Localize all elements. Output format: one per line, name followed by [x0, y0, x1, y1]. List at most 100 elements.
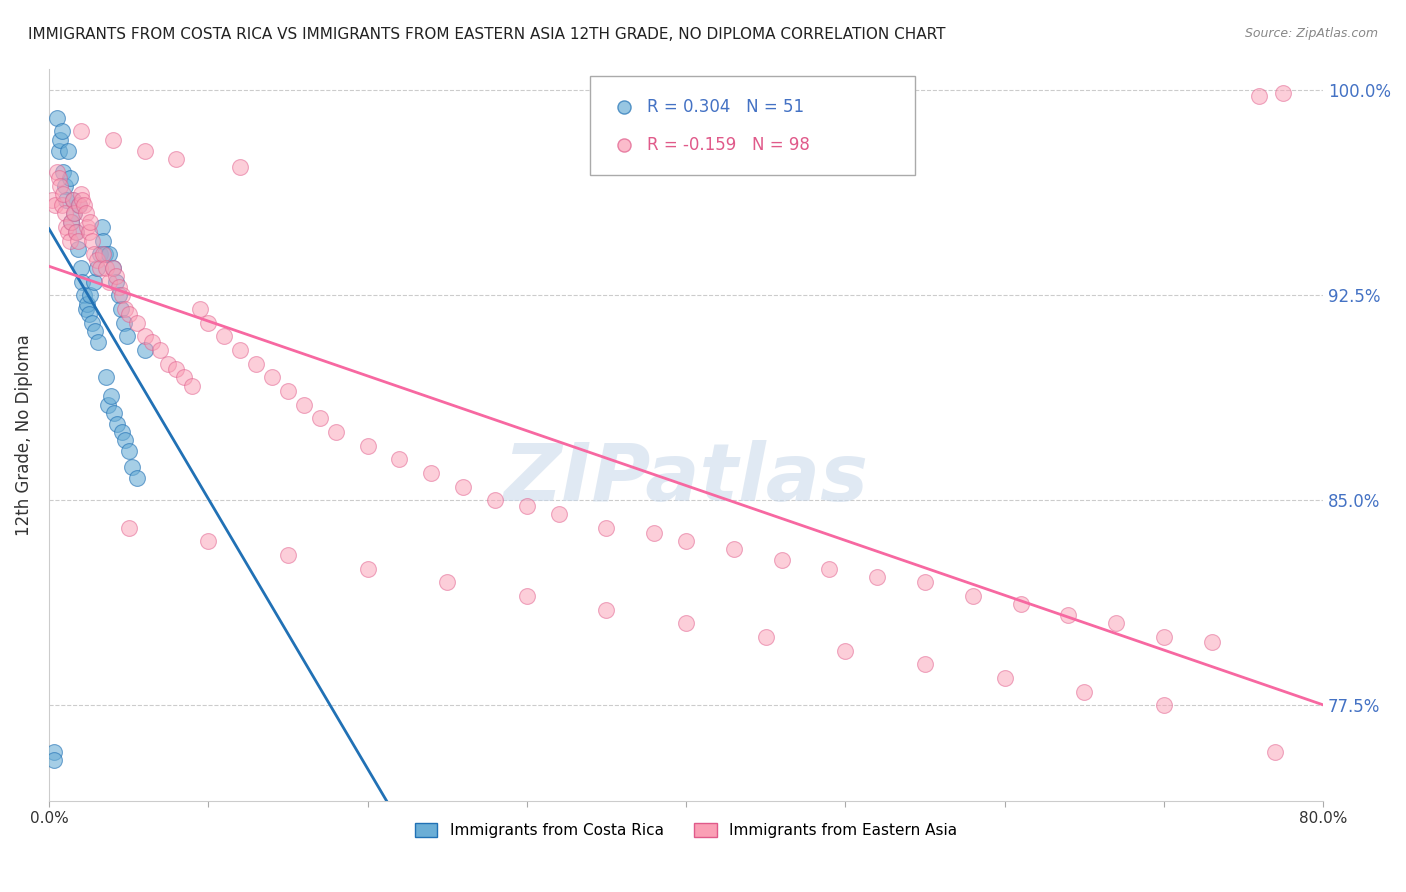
Point — [834, 643, 856, 657]
Point — [53, 179, 76, 194]
Point — [181, 378, 204, 392]
Point — [1153, 698, 1175, 713]
Point — [643, 526, 665, 541]
Point — [756, 228, 779, 243]
Point — [914, 657, 936, 672]
Point — [1153, 630, 1175, 644]
Point — [55, 220, 77, 235]
Point — [45, 165, 67, 179]
Point — [63, 206, 86, 220]
Point — [245, 357, 267, 371]
Point — [45, 111, 67, 125]
FancyBboxPatch shape — [591, 76, 915, 175]
Point — [292, 398, 315, 412]
Text: ZIPatlas: ZIPatlas — [503, 440, 869, 517]
Point — [1073, 684, 1095, 698]
Point — [818, 561, 841, 575]
Point — [1201, 635, 1223, 649]
Point — [260, 370, 283, 384]
Point — [72, 275, 94, 289]
Point — [49, 179, 72, 194]
Point — [67, 198, 90, 212]
Point — [157, 357, 180, 371]
Point — [212, 329, 235, 343]
Point — [277, 384, 299, 398]
Point — [86, 260, 108, 275]
Point — [308, 411, 330, 425]
Text: R = -0.159   N = 98: R = -0.159 N = 98 — [647, 136, 810, 154]
Point — [107, 417, 129, 431]
Point — [356, 561, 378, 575]
Point — [675, 534, 697, 549]
Point — [325, 425, 347, 439]
Point — [108, 280, 131, 294]
Point — [84, 324, 107, 338]
Point — [100, 389, 122, 403]
Point — [76, 220, 98, 235]
Point — [86, 252, 108, 267]
Point — [73, 198, 96, 212]
Point — [770, 553, 793, 567]
Point — [42, 745, 65, 759]
Point — [79, 288, 101, 302]
Point — [51, 198, 73, 212]
Point — [866, 570, 889, 584]
Point — [1010, 597, 1032, 611]
Point — [63, 206, 86, 220]
Point — [59, 170, 82, 185]
Text: IMMIGRANTS FROM COSTA RICA VS IMMIGRANTS FROM EASTERN ASIA 12TH GRADE, NO DIPLOM: IMMIGRANTS FROM COSTA RICA VS IMMIGRANTS… — [28, 27, 946, 42]
Point — [66, 242, 89, 256]
Point — [125, 471, 148, 485]
Point — [89, 260, 111, 275]
Y-axis label: 12th Grade, No Diploma: 12th Grade, No Diploma — [15, 334, 32, 535]
Point — [89, 247, 111, 261]
Point — [96, 260, 118, 275]
Point — [80, 316, 103, 330]
Point — [165, 362, 187, 376]
Point — [96, 370, 118, 384]
Point — [69, 260, 91, 275]
Point — [962, 589, 984, 603]
Point — [111, 425, 134, 439]
Point — [134, 144, 156, 158]
Point — [994, 671, 1017, 685]
Point — [73, 288, 96, 302]
Point — [90, 220, 112, 235]
Point — [229, 343, 252, 357]
Point — [62, 193, 84, 207]
Point — [83, 275, 105, 289]
Point — [104, 269, 127, 284]
Point — [420, 466, 443, 480]
Point — [134, 329, 156, 343]
Point — [165, 152, 187, 166]
Point — [98, 247, 121, 261]
Point — [55, 193, 77, 207]
Point — [595, 520, 617, 534]
Point — [755, 630, 778, 644]
Point — [104, 275, 127, 289]
Point — [83, 247, 105, 261]
Point — [112, 316, 135, 330]
Point — [101, 260, 124, 275]
Point — [103, 406, 125, 420]
Point — [53, 206, 76, 220]
Point — [356, 439, 378, 453]
Point — [65, 226, 87, 240]
Point — [56, 226, 79, 240]
Point — [52, 187, 75, 202]
Point — [52, 165, 75, 179]
Point — [197, 316, 219, 330]
Point — [51, 124, 73, 138]
Point — [75, 301, 97, 316]
Point — [77, 308, 100, 322]
Point — [60, 214, 83, 228]
Point — [80, 234, 103, 248]
Point — [101, 132, 124, 146]
Point — [436, 575, 458, 590]
Point — [87, 334, 110, 349]
Point — [114, 301, 136, 316]
Point — [1057, 608, 1080, 623]
Point — [79, 214, 101, 228]
Point — [117, 308, 139, 322]
Point — [98, 275, 121, 289]
